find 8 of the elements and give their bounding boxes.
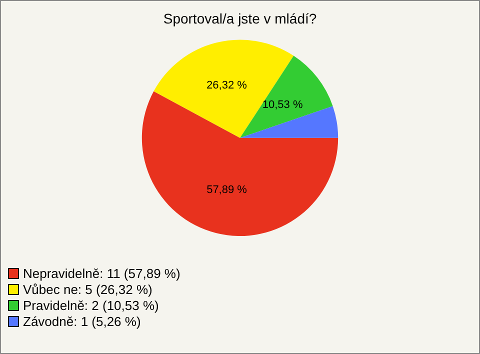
chart-title: Sportoval/a jste v mládí? [163, 10, 317, 26]
data-label: 57,89 % [206, 184, 248, 196]
data-label: 10,53 % [262, 98, 303, 111]
data-label: 26,32 % [206, 80, 248, 92]
legend-label: Vůbec ne: 5 (26,32 %) [23, 282, 152, 296]
legend-label: Nepravidelně: 11 (57,89 %) [23, 266, 180, 280]
legend-label: Závodně: 1 (5,26 %) [23, 314, 141, 328]
legend-label: Pravidelně: 2 (10,53 %) [23, 298, 159, 312]
